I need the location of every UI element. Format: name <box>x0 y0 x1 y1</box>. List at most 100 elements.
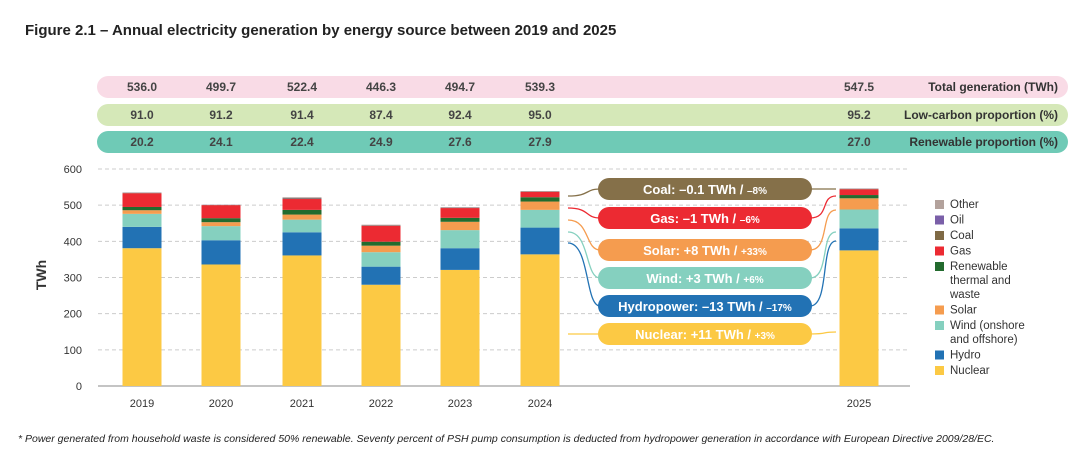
bar-segment-renewable <box>201 218 241 223</box>
legend-swatch <box>935 246 944 256</box>
summary-value: 91.4 <box>290 107 314 122</box>
bar-segment-gas <box>520 191 560 198</box>
bar-segment-solar <box>440 221 480 231</box>
connector-right <box>809 209 837 251</box>
connector-right <box>809 331 837 335</box>
connector-left <box>567 188 601 197</box>
summary-value: 522.4 <box>286 80 318 94</box>
legend-label: Gas <box>950 246 971 258</box>
bar-segment-hydro <box>839 228 879 251</box>
legend-label: Wind (onshore <box>950 320 1025 332</box>
summary-label: Total generation (TWh) <box>928 80 1058 94</box>
legend-swatch <box>935 321 944 330</box>
y-tick-label: 0 <box>76 381 82 393</box>
change-annotation <box>598 207 812 229</box>
bar-segment-gas <box>440 208 480 218</box>
change-percent: +6% <box>743 275 763 286</box>
change-percent: –6% <box>740 215 760 226</box>
change-value: Gas: –1 TWh / <box>650 211 740 226</box>
x-tick-label: 2020 <box>209 398 233 410</box>
change-annotation <box>598 239 812 261</box>
change-value: Wind: +3 TWh / <box>646 271 743 286</box>
bar-segment-gas <box>122 193 162 207</box>
change-percent: –17% <box>766 303 792 314</box>
bar-segment-gas <box>201 205 241 219</box>
change-percent: +3% <box>755 331 775 342</box>
bar-segment-solar <box>361 245 401 253</box>
summary-value: 27.9 <box>528 135 552 149</box>
summary-value: 536.0 <box>126 80 158 94</box>
summary-value: 24.9 <box>369 135 393 149</box>
legend-swatch <box>935 231 944 240</box>
summary-value: 95.0 <box>528 107 552 122</box>
bar-segment-solar <box>520 201 560 210</box>
connector-left <box>567 242 601 307</box>
legend-swatch <box>935 366 944 375</box>
change-percent: +33% <box>741 247 767 258</box>
change-annotation-text: Gas: –1 TWh / –6% <box>650 211 760 226</box>
summary-value: 27.0 <box>847 135 871 149</box>
connector-left <box>567 219 601 251</box>
bar-segment-nuclear <box>839 250 879 386</box>
summary-value: 91.0 <box>130 107 154 122</box>
summary-value: 24.1 <box>209 135 233 149</box>
bar-segment-hydro <box>122 226 162 249</box>
legend-swatch <box>935 262 944 271</box>
bar-segment-nuclear <box>520 254 560 386</box>
legend-swatch <box>935 215 944 225</box>
legend-label: waste <box>949 289 980 301</box>
bar-segment-solar <box>282 214 322 220</box>
change-value: Hydropower: –13 TWh / <box>618 299 766 314</box>
bar-segment-hydro <box>201 240 241 265</box>
legend-label: and offshore) <box>950 334 1018 346</box>
summary-value: 95.2 <box>847 107 871 122</box>
legend-swatch <box>935 200 944 209</box>
change-annotation-text: Nuclear: +11 TWh / +3% <box>635 327 775 342</box>
legend-label: Nuclear <box>950 365 990 377</box>
connector-right <box>809 231 837 279</box>
bar-segment-wind <box>122 213 162 227</box>
bar-segment-hydro <box>440 248 480 270</box>
y-tick-label: 200 <box>64 309 82 321</box>
change-annotation-text: Solar: +8 TWh / +33% <box>643 243 767 258</box>
bar-segment-nuclear <box>361 284 401 386</box>
change-annotation-text: Wind: +3 TWh / +6% <box>646 271 763 286</box>
bar-segment-renewable <box>122 206 162 211</box>
change-percent: –8% <box>747 186 767 197</box>
summary-value: 499.7 <box>205 80 237 94</box>
legend-label: thermal and <box>950 275 1011 287</box>
bar-segment-hydro <box>361 266 401 285</box>
bar-segment-gas <box>839 189 879 196</box>
bar-segment-renewable <box>839 195 879 199</box>
connector-left <box>567 207 601 219</box>
bar-segment-coal <box>361 225 401 226</box>
summary-value: 446.3 <box>365 80 397 94</box>
change-annotation-text: Hydropower: –13 TWh / –17% <box>618 299 792 314</box>
summary-value: 547.5 <box>843 80 875 94</box>
bar-segment-nuclear <box>440 269 480 386</box>
bar-segment-wind <box>440 230 480 249</box>
summary-value: 91.2 <box>209 107 233 122</box>
summary-row: 536.0 499.7 522.4 446.3 494.7 539.3 547.5 Total… <box>97 76 1068 98</box>
y-tick-label: 500 <box>64 200 82 212</box>
y-tick-label: 400 <box>64 236 82 248</box>
change-value: Coal: –0.1 TWh / <box>643 182 747 197</box>
y-tick-label: 100 <box>64 345 82 357</box>
x-tick-label: 2023 <box>448 398 472 410</box>
x-tick-label: 2024 <box>528 398 552 410</box>
summary-row: 20.2 24.1 22.4 24.9 27.6 27.9 27.0 Renewable pr… <box>97 131 1068 153</box>
legend-label: Oil <box>950 215 964 227</box>
change-annotation <box>598 178 812 200</box>
legend-swatch <box>935 350 944 360</box>
summary-label: Low-carbon proportion (%) <box>904 107 1058 122</box>
connector-right <box>809 240 837 307</box>
change-annotation <box>598 295 812 317</box>
legend-label: Renewable <box>950 261 1008 273</box>
bar-segment-nuclear <box>122 248 162 386</box>
bar-segment-renewable <box>361 241 401 246</box>
x-tick-label: 2025 <box>847 398 871 410</box>
bar-segment-hydro <box>520 227 560 255</box>
change-value: Nuclear: +11 TWh / <box>635 327 755 342</box>
change-annotation <box>598 267 812 289</box>
